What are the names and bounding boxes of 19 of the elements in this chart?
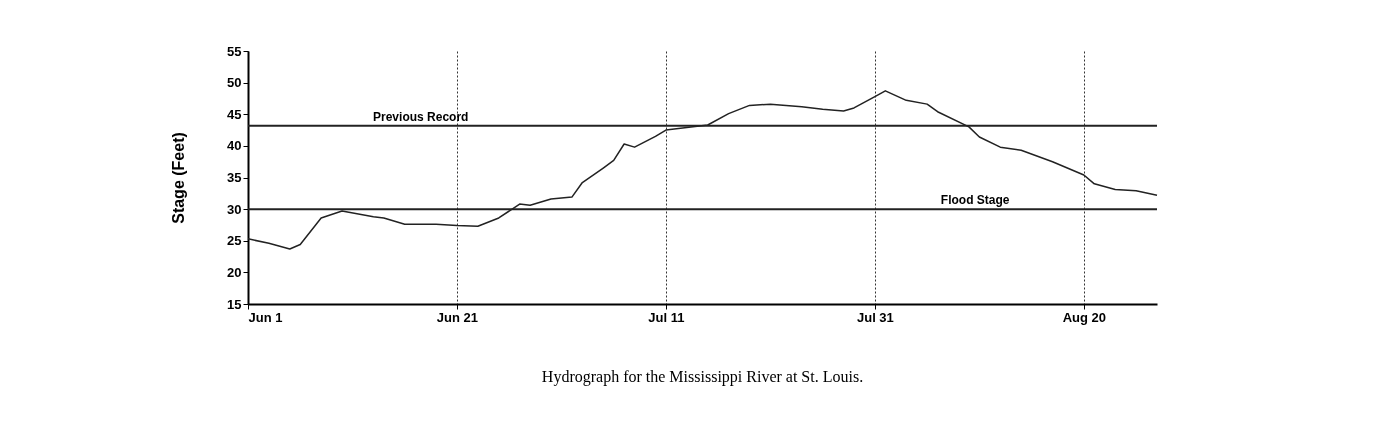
y-tick-label: 50 <box>227 75 242 91</box>
y-tick-label: 35 <box>227 170 242 185</box>
x-tick-label: Jun 1 <box>248 309 283 325</box>
text: Hydrograph for the Mississippi River at St. Louis. <box>541 368 864 386</box>
line-series <box>247 90 1158 250</box>
x-tick-label: Jul 11 <box>648 309 685 325</box>
y-tick-label: 40 <box>227 138 242 154</box>
x-tick-label: Jul 31 <box>856 309 894 325</box>
x-tick-label: Jun 21 <box>436 309 479 325</box>
y-tick-label: 30 <box>227 201 242 217</box>
y-tick-label: 25 <box>227 233 242 249</box>
y-tick-label: 55 <box>227 43 242 59</box>
y-axis-title: Stage (Feet) <box>170 132 188 224</box>
y-tick-label: 15 <box>227 296 242 312</box>
y-tick-label: 45 <box>227 106 242 122</box>
x-tick-label: Aug 20 <box>1062 309 1107 325</box>
ref-line-label: Previous Record <box>373 109 469 124</box>
ref-line-label: Flood Stage <box>940 193 1010 208</box>
y-tick-label: 20 <box>227 264 242 280</box>
